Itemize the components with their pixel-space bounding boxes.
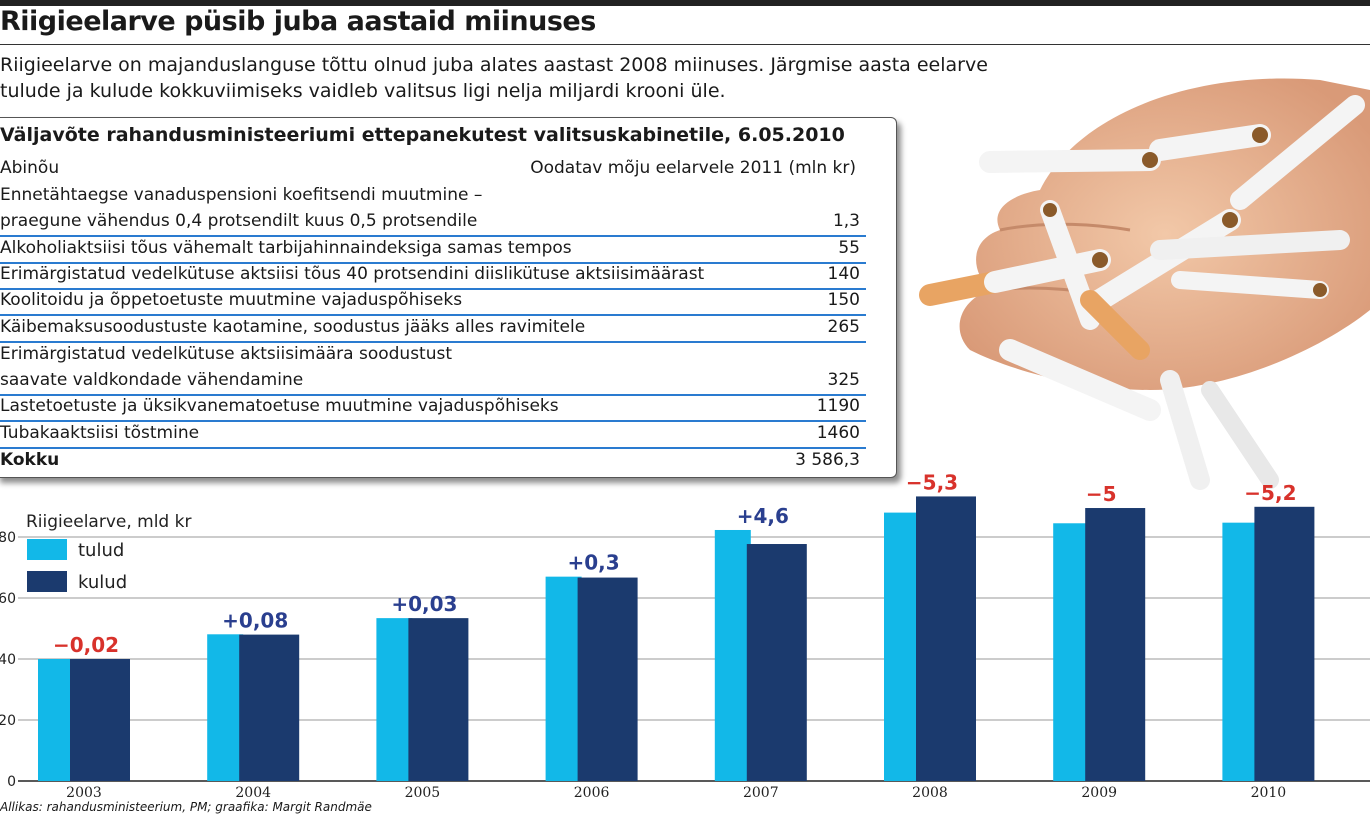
balance-label: +0,3 <box>568 551 620 575</box>
legend-label-kulud: kulud <box>78 572 127 593</box>
row-value: 265 <box>827 317 860 337</box>
table-header-measure: Abinõu <box>0 158 60 178</box>
x-tick-label: 2006 <box>574 785 610 800</box>
legend-swatch-tulud <box>27 539 67 560</box>
row-label-cont: praegune vähendus 0,4 protsendilt kuus 0… <box>0 211 478 231</box>
measures-table: Väljavõte rahandusministeeriumi ettepane… <box>0 117 897 478</box>
total-value: 3 586,3 <box>795 450 860 470</box>
bar-kulud-2004 <box>239 634 300 781</box>
y-axis-title: Riigieelarve, mld kr <box>26 512 191 532</box>
row-value: 325 <box>827 370 860 390</box>
bar-kulud-2005 <box>408 618 469 781</box>
intro-line-1: Riigieelarve on majanduslanguse tõttu ol… <box>0 54 988 76</box>
row-value: 1,3 <box>832 211 860 231</box>
table-header-effect: Oodatav mõju eelarvele 2011 (mln kr) <box>530 158 856 178</box>
headline: Riigieelarve püsib juba aastaid miinuses <box>0 6 596 37</box>
x-tick-label: 2010 <box>1251 785 1287 800</box>
bar-kulud-2007 <box>746 544 807 781</box>
table-row: Erimärgistatud vedelkütuse aktsiisimäära… <box>0 343 866 396</box>
y-tick-label: 40 <box>0 652 16 668</box>
row-label: Erimärgistatud vedelkütuse aktsiisimäära… <box>0 344 453 364</box>
table-row: Alkoholiaktsiisi tõus vähemalt tarbijahi… <box>0 237 866 264</box>
x-tick-label: 2003 <box>66 785 102 800</box>
table-row: Koolitoidu ja õppetoetuste muutmine vaja… <box>0 290 866 316</box>
row-label: Lastetoetuste ja üksikvanematoetuse muut… <box>0 396 559 416</box>
balance-label: +0,08 <box>222 608 288 632</box>
row-label: Tubakaaktsiisi tõstmine <box>0 423 200 443</box>
intro-text: Riigieelarve on majanduslanguse tõttu ol… <box>0 52 1080 104</box>
y-tick-label: 60 <box>0 591 16 607</box>
balance-label: −5,3 <box>906 470 958 494</box>
row-label-cont: saavate valdkondade vähendamine <box>0 370 304 390</box>
table-row: Käibemaksusoodustuste kaotamine, soodust… <box>0 316 866 343</box>
balance-label: +4,6 <box>737 504 789 528</box>
row-value: 1460 <box>816 423 860 443</box>
table-row: Lastetoetuste ja üksikvanematoetuse muut… <box>0 396 866 422</box>
table-row: Erimärgistatud vedelkütuse aktsiisi tõus… <box>0 264 866 290</box>
x-tick-label: 2004 <box>235 785 271 800</box>
bar-tulud-2007 <box>714 529 751 781</box>
balance-label: −0,02 <box>53 633 119 657</box>
legend-label-tulud: tulud <box>78 540 124 561</box>
source-credit: Allikas: rahandusministeerium, PM; graaf… <box>0 800 372 814</box>
legend-swatch-kulud <box>27 571 67 592</box>
y-tick-label: 0 <box>7 774 16 790</box>
bar-tulud-2010 <box>1222 522 1259 781</box>
y-tick-label: 80 <box>0 530 16 546</box>
bar-tulud-2008 <box>884 512 920 781</box>
bar-tulud-2004 <box>207 634 244 781</box>
x-tick-label: 2008 <box>912 785 948 800</box>
bar-tulud-2005 <box>376 618 413 781</box>
table-row: Ennetähtaegse vanaduspensioni koefitsend… <box>0 184 866 237</box>
table-row: Tubakaaktsiisi tõstmine 1460 <box>0 422 866 449</box>
total-label: Kokku <box>0 450 60 470</box>
budget-bar-chart: 0 20 40 60 80 Riigieelarve, mld kr tulud kulud 2… <box>0 470 1370 800</box>
cigarettes-in-hand-photo <box>919 78 1370 490</box>
row-value: 140 <box>827 264 860 284</box>
bar-kulud-2003 <box>70 659 130 781</box>
table-total-row: Kokku 3 586,3 <box>0 449 866 474</box>
bar-kulud-2010 <box>1254 506 1315 781</box>
row-label: Alkoholiaktsiisi tõus vähemalt tarbijahi… <box>0 238 572 258</box>
y-tick-label: 20 <box>0 713 16 729</box>
bar-kulud-2008 <box>916 496 976 781</box>
row-value: 1190 <box>816 396 860 416</box>
row-label: Koolitoidu ja õppetoetuste muutmine vaja… <box>0 290 463 310</box>
row-value: 55 <box>838 238 860 258</box>
bar-kulud-2006 <box>577 577 638 781</box>
x-tick-label: 2009 <box>1081 785 1117 800</box>
top-rule <box>0 0 1370 6</box>
intro-line-2: tulude ja kulude kokkuviimiseks vaidleb … <box>0 80 726 102</box>
row-label: Ennetähtaegse vanaduspensioni koefitsend… <box>0 185 483 205</box>
row-label: Erimärgistatud vedelkütuse aktsiisi tõus… <box>0 264 705 284</box>
x-tick-label: 2007 <box>743 785 779 800</box>
balance-label: −5 <box>1086 482 1117 506</box>
bar-kulud-2009 <box>1085 508 1146 781</box>
x-tick-label: 2005 <box>405 785 441 800</box>
bar-tulud-2009 <box>1053 523 1090 781</box>
row-value: 150 <box>827 290 860 310</box>
bar-tulud-2003 <box>38 659 74 781</box>
balance-label: +0,03 <box>391 592 457 616</box>
headline-rule <box>0 44 1370 45</box>
row-label: Käibemaksusoodustuste kaotamine, soodust… <box>0 317 586 337</box>
table-title: Väljavõte rahandusministeeriumi ettepane… <box>0 124 845 146</box>
bar-tulud-2006 <box>545 576 582 781</box>
balance-label: −5,2 <box>1244 481 1296 505</box>
